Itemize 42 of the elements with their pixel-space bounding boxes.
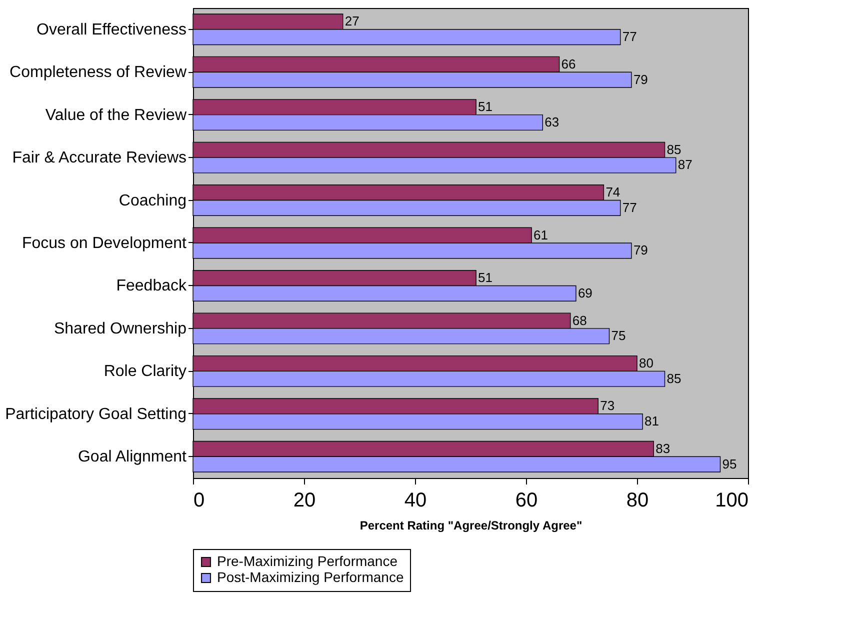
data-label: 80 xyxy=(639,355,654,370)
y-tick-label: Coaching xyxy=(118,192,186,210)
x-tick-label: 20 xyxy=(293,490,316,512)
data-label: 85 xyxy=(666,370,682,386)
data-label: 51 xyxy=(478,270,493,286)
data-label: 68 xyxy=(572,312,587,328)
y-tick-label: Role Clarity xyxy=(104,363,186,380)
x-tick-label: 40 xyxy=(404,490,427,512)
data-label: 73 xyxy=(600,398,615,414)
data-label: 81 xyxy=(644,414,660,429)
legend-label: Pre-Maximizing Performance xyxy=(217,553,398,569)
data-label: 75 xyxy=(611,328,626,344)
data-label: 61 xyxy=(534,227,548,242)
data-label: 83 xyxy=(656,440,670,456)
x-tick-label: 60 xyxy=(515,490,538,512)
data-label: 79 xyxy=(633,72,648,87)
y-tick-label: Focus on Development xyxy=(22,235,188,252)
x-axis-title: Percent Rating "Agree/Strongly Agree" xyxy=(360,518,582,532)
data-label: 74 xyxy=(606,184,620,200)
y-tick-label: Completeness of Review xyxy=(10,64,187,82)
data-label: 79 xyxy=(633,242,648,258)
x-tick-label: 0 xyxy=(194,490,205,512)
y-tick-label: Feedback xyxy=(116,278,188,295)
data-label: 51 xyxy=(478,99,493,114)
y-tick-label: Participatory Goal Setting xyxy=(5,406,186,423)
data-label: 63 xyxy=(544,114,560,130)
data-label: 27 xyxy=(344,14,360,29)
x-tick-label: 80 xyxy=(626,490,649,512)
legend-label: Post-Maximizing Performance xyxy=(217,569,404,585)
x-tick-label: 100 xyxy=(715,490,748,512)
data-label: 85 xyxy=(666,142,682,157)
data-label: 69 xyxy=(578,285,592,300)
data-label: 77 xyxy=(622,29,637,44)
data-label: 77 xyxy=(622,200,637,215)
y-tick-label: Overall Effectiveness xyxy=(36,21,186,38)
y-tick-label: Fair & Accurate Reviews xyxy=(12,150,186,167)
data-label: 95 xyxy=(722,456,737,472)
y-tick-label: Shared Ownership xyxy=(54,320,187,338)
y-tick-label: Goal Alignment xyxy=(78,448,188,466)
y-tick-label: Value of the Review xyxy=(45,106,187,124)
data-label: 66 xyxy=(561,56,576,72)
data-label: 87 xyxy=(678,157,692,172)
